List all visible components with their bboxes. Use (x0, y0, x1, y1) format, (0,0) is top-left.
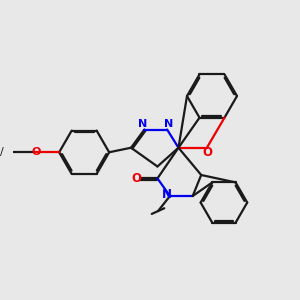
Text: O: O (203, 146, 213, 159)
Text: O: O (32, 147, 41, 157)
Text: N: N (138, 119, 148, 129)
Text: N: N (162, 188, 172, 201)
Text: O: O (131, 172, 141, 185)
Text: /: / (0, 147, 4, 157)
Text: N: N (164, 119, 173, 129)
